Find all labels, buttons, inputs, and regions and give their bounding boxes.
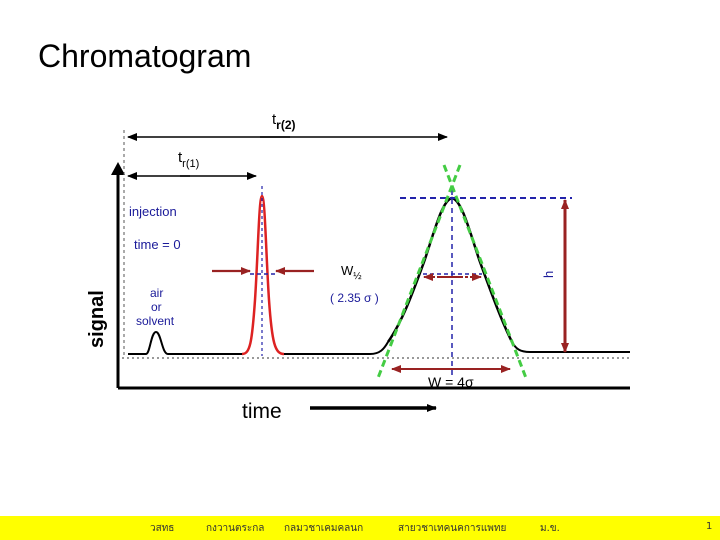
chromatogram-trace [128, 330, 630, 354]
y-axis-arrowhead [111, 162, 125, 175]
footer-item-department: กลมวชาเคมคลนก [284, 523, 364, 534]
air-label: air [150, 286, 163, 300]
baseline-trace [128, 330, 630, 355]
tr2-label: tr(2) [272, 111, 296, 132]
injection-label: injection [129, 204, 177, 219]
first-peak [241, 194, 285, 356]
time-zero-label: time = 0 [134, 237, 181, 252]
or-label: or [151, 300, 162, 314]
x-axis-label: time [242, 400, 282, 423]
footer-item-university: ม.ข. [540, 523, 560, 534]
height-label: h [541, 271, 556, 278]
left-tangent [376, 164, 462, 379]
right-tangent [442, 164, 528, 379]
footer-bar: วสทธ กงวานตระกล กลมวชาเคมคลนก สายวชาเทคน… [0, 516, 720, 540]
base-width-label: W = 4σ [428, 374, 474, 390]
footer-item-name: กงวานตระกล [206, 523, 265, 534]
footer-item-faculty: สายวชาเทคนคการแพทย [398, 523, 507, 534]
slide-title: Chromatogram [38, 38, 252, 74]
chromatogram-diagram: signal time tr(2) tr(1) injection time =… [86, 111, 632, 423]
footer-item-page-number: 1 [706, 521, 713, 532]
tr1-label: tr(1) [178, 149, 199, 170]
footer-item-author: วสทธ [150, 523, 175, 534]
sigma-note: ( 2.35 σ ) [330, 291, 379, 305]
y-axis-label: signal [86, 290, 108, 348]
solvent-label: solvent [136, 314, 175, 328]
second-peak [386, 196, 514, 343]
whalf-label: W½ [341, 263, 362, 282]
